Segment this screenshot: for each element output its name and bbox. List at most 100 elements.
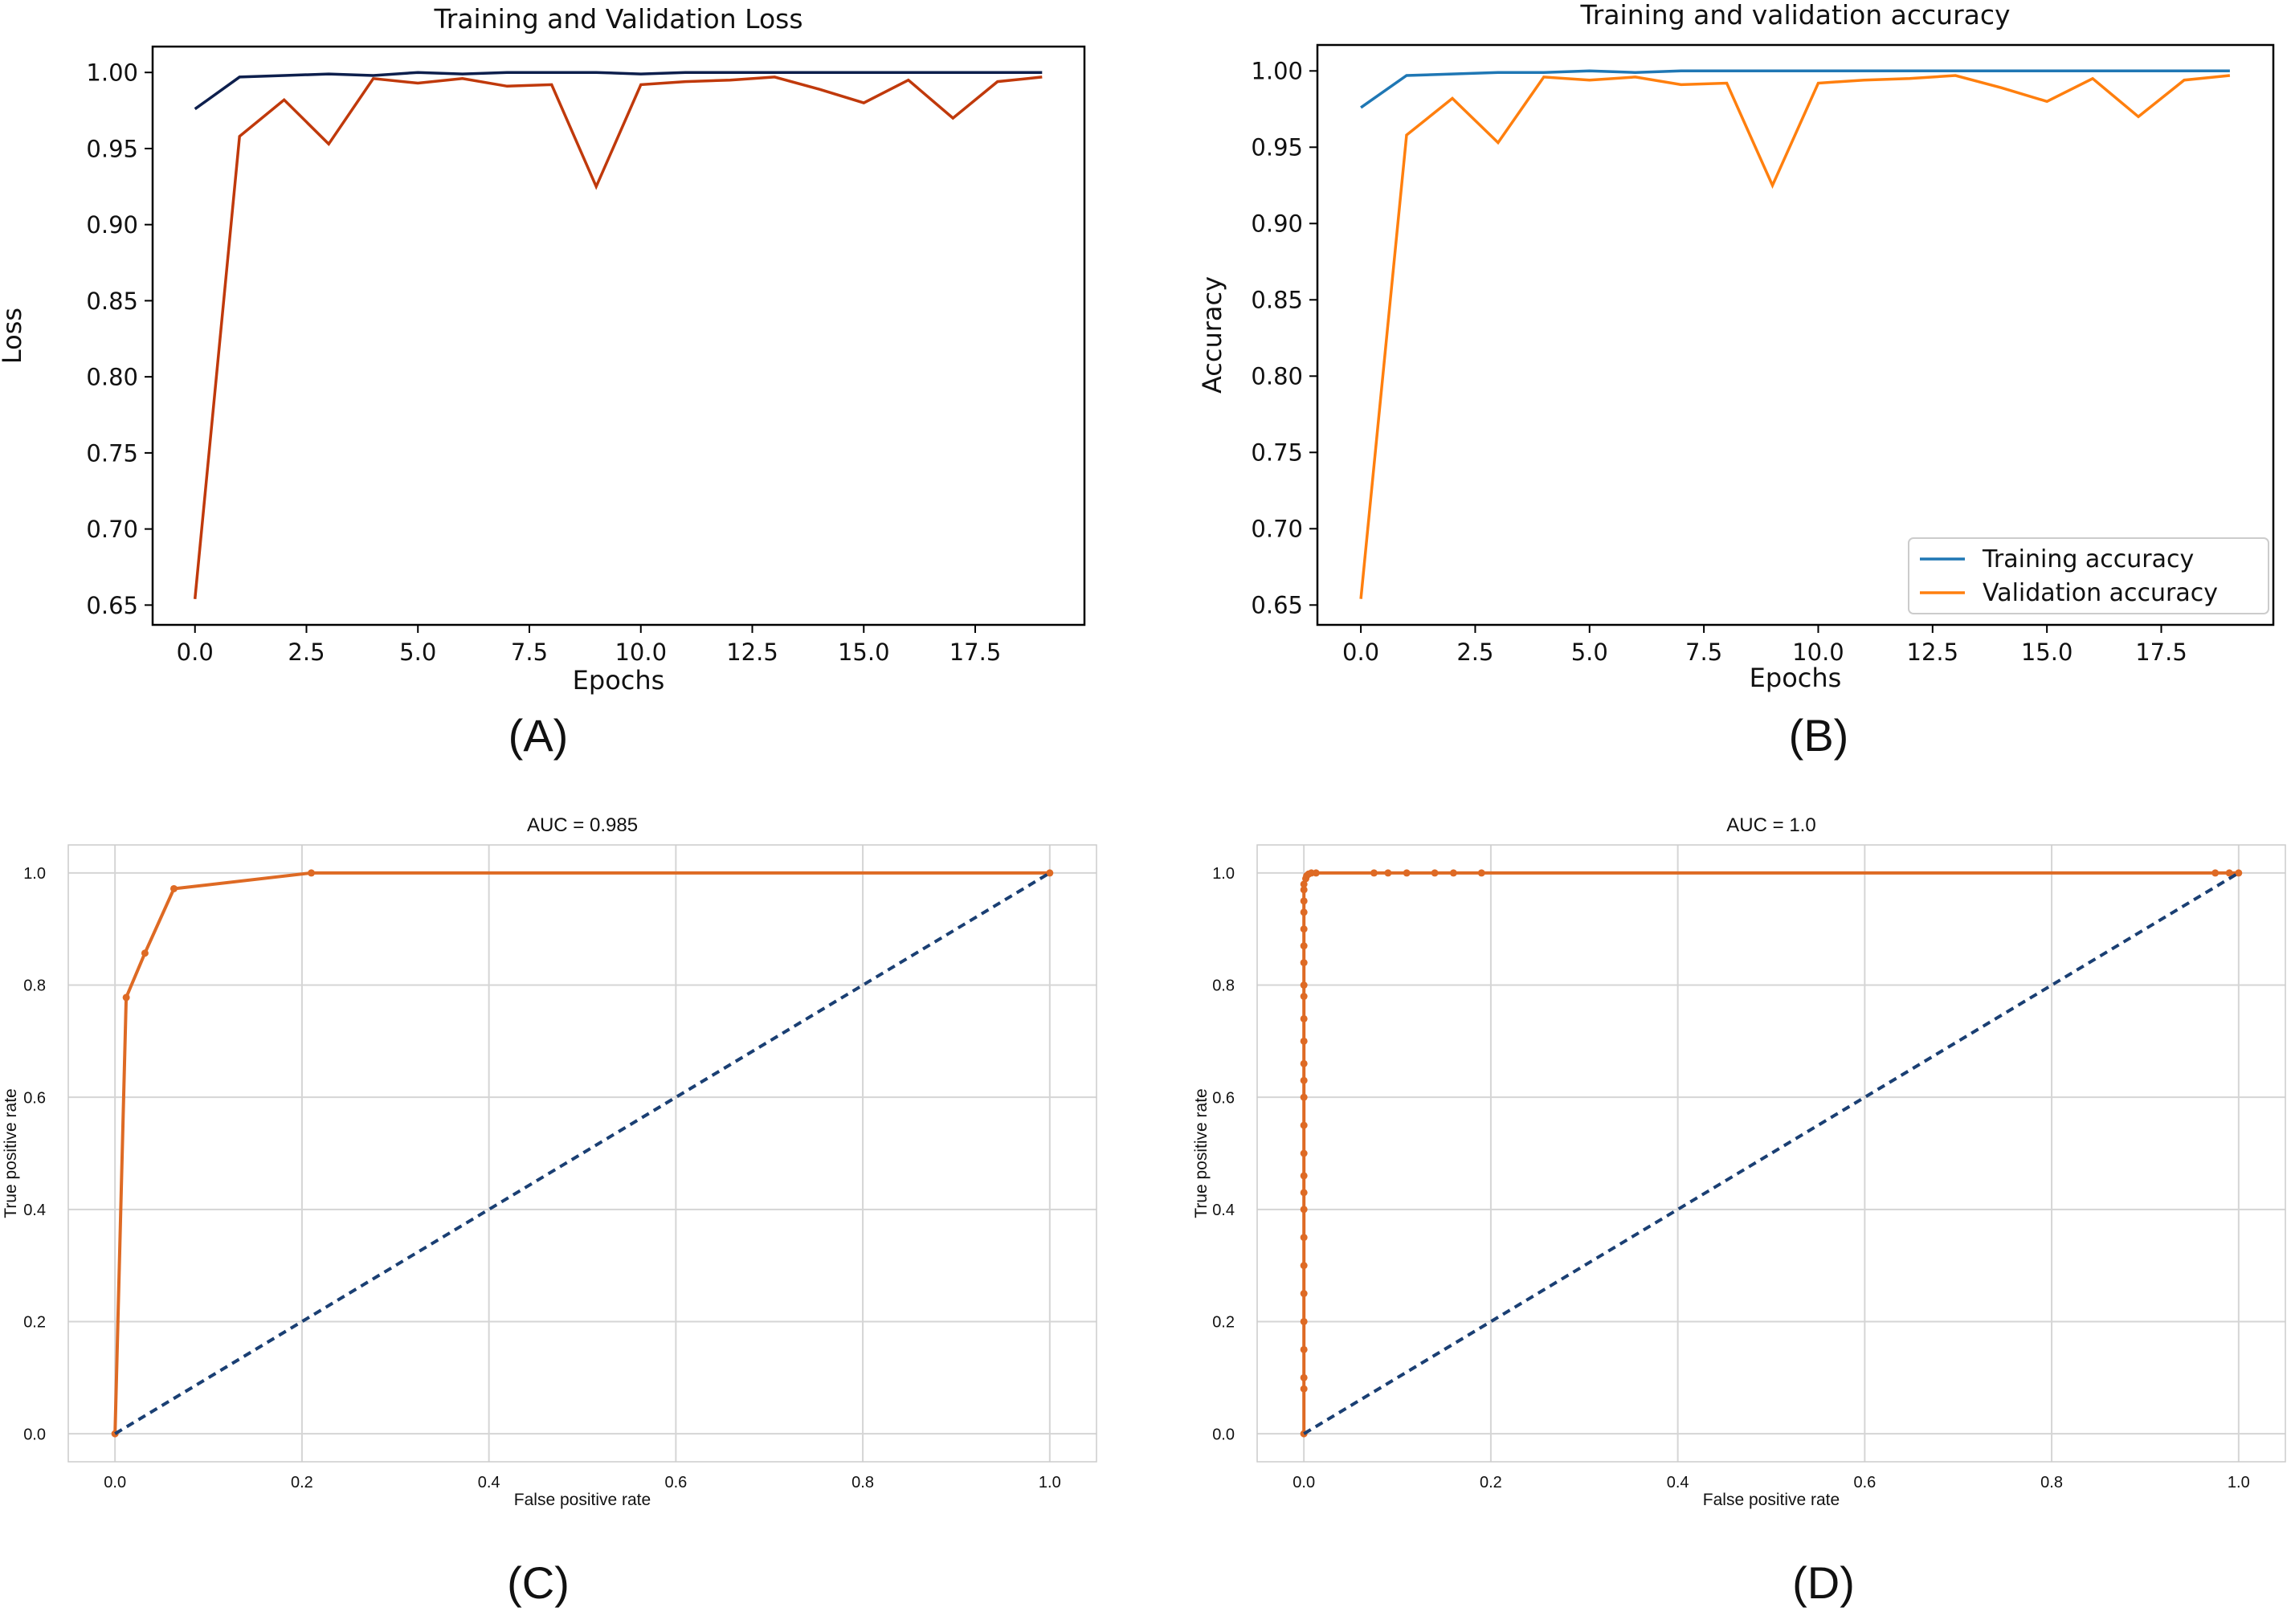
data-point	[1300, 959, 1308, 967]
data-point	[1300, 1037, 1308, 1045]
series-line-training	[194, 71, 1043, 111]
data-point	[1300, 1262, 1308, 1270]
x-tick-label: 7.5	[511, 639, 548, 666]
series-line-training-accuracy	[1360, 69, 2230, 109]
y-tick-label: 1.0	[23, 865, 46, 883]
y-tick-label: 0.95	[86, 135, 138, 162]
y-tick-label: 0.6	[23, 1089, 46, 1107]
data-point	[1370, 869, 1378, 877]
data-point	[1300, 1014, 1308, 1022]
data-point	[1300, 880, 1308, 888]
x-axis-label: False positive rate	[1703, 1491, 1840, 1509]
y-tick-label: 0.65	[86, 592, 138, 619]
x-tick-label: 5.0	[399, 639, 436, 666]
y-tick-label: 1.00	[1251, 58, 1303, 85]
data-point	[1312, 869, 1320, 877]
data-point	[122, 994, 130, 1002]
chart-panel-d: 0.0 0.2 0.4 0.6 0.8 1.0 0.0 0.2 0.4 0.6 0.8 1.0 AUC …	[1192, 814, 2286, 1608]
y-tick-label: 0.2	[1212, 1314, 1235, 1332]
data-point	[1300, 897, 1308, 905]
panel-label: (B)	[1789, 710, 1849, 761]
data-point	[1300, 1345, 1308, 1353]
data-point	[1046, 869, 1054, 877]
data-point	[1300, 1234, 1308, 1242]
data-point	[1300, 1189, 1308, 1197]
y-axis-label: True positive rate	[2, 1088, 20, 1218]
y-tick-label: 0.85	[1251, 287, 1303, 314]
y-tick-label: 0.70	[86, 516, 138, 543]
x-tick-label: 2.5	[288, 639, 325, 666]
y-tick-label: 0.95	[1251, 134, 1303, 161]
panel-label: (D)	[1792, 1557, 1855, 1608]
x-tick-label: 1.0	[2228, 1474, 2250, 1491]
x-tick-label: 0.8	[2040, 1474, 2063, 1491]
y-tick-label: 0.65	[1251, 592, 1303, 619]
x-tick-label: 12.5	[1907, 639, 1959, 666]
x-tick-label: 7.5	[1685, 639, 1722, 666]
x-axis-label: False positive rate	[514, 1491, 651, 1509]
series-line-roc-curve	[1302, 871, 2239, 1434]
data-point	[1300, 981, 1308, 989]
x-tick-label: 15.0	[2021, 639, 2073, 666]
x-tick-label: 17.5	[2135, 639, 2187, 666]
data-point	[2225, 869, 2233, 877]
y-tick-label: 0.0	[23, 1426, 46, 1443]
y-tick-label: 0.90	[86, 211, 138, 239]
data-point	[1384, 869, 1392, 877]
data-point	[1300, 1290, 1308, 1298]
data-point	[1300, 1121, 1308, 1129]
x-tick-label: 0.2	[291, 1474, 313, 1491]
x-tick-label: 0.6	[1853, 1474, 1876, 1491]
x-tick-label: 1.0	[1039, 1474, 1061, 1491]
data-point	[1431, 869, 1439, 877]
y-axis-label: True positive rate	[1192, 1088, 1211, 1218]
y-tick-label: 0.2	[23, 1314, 46, 1332]
y-tick-label: 0.8	[1212, 977, 1235, 995]
y-tick-label: 0.80	[86, 364, 138, 391]
data-point	[308, 869, 316, 877]
legend-frame	[1908, 537, 2269, 614]
x-tick-label: 0.4	[1667, 1474, 1689, 1491]
series-line-chance	[114, 871, 1051, 1435]
data-point	[1300, 925, 1308, 933]
plot-frame	[151, 45, 1086, 626]
x-tick-label: 0.4	[478, 1474, 500, 1491]
legend-label: Validation accuracy	[1983, 579, 2218, 607]
data-point	[1300, 1373, 1308, 1381]
chart-title: Training and Validation Loss	[433, 3, 802, 35]
x-axis-label: Epochs	[1750, 663, 1842, 693]
x-tick-label: 0.2	[1480, 1474, 1502, 1491]
y-tick-label: 0.0	[1212, 1426, 1235, 1443]
y-tick-label: 0.85	[86, 288, 138, 315]
y-axis-label: Accuracy	[1197, 276, 1227, 394]
y-tick-label: 1.0	[1212, 865, 1235, 883]
panel-label: (C)	[507, 1557, 570, 1608]
data-point	[1300, 908, 1308, 916]
y-tick-label: 0.90	[1251, 210, 1303, 238]
data-point	[1300, 993, 1308, 1001]
x-tick-label: 12.5	[726, 639, 778, 666]
x-tick-label: 0.0	[177, 639, 214, 666]
data-point	[169, 884, 178, 892]
y-tick-label: 0.4	[23, 1202, 46, 1219]
legend-label: Training accuracy	[1982, 545, 2194, 573]
y-tick-label: 0.70	[1251, 516, 1303, 543]
data-point	[1477, 869, 1485, 877]
data-point	[1300, 1093, 1308, 1101]
data-point	[1300, 1076, 1308, 1084]
x-tick-label: 2.5	[1456, 639, 1493, 666]
data-point	[2211, 869, 2220, 877]
x-tick-label: 0.6	[664, 1474, 687, 1491]
x-tick-label: 0.0	[1293, 1474, 1315, 1491]
x-tick-label: 5.0	[1571, 639, 1608, 666]
data-point	[1300, 1172, 1308, 1180]
y-tick-label: 0.8	[23, 977, 46, 995]
y-tick-label: 1.00	[86, 59, 138, 87]
data-point	[2235, 869, 2243, 877]
y-axis-label: Loss	[0, 308, 27, 364]
series-line-chance	[1303, 871, 2240, 1435]
legend: Training accuracy Validation accuracy	[1908, 537, 2269, 614]
x-tick-label: 0.0	[104, 1474, 126, 1491]
y-tick-label: 0.6	[1212, 1089, 1235, 1107]
